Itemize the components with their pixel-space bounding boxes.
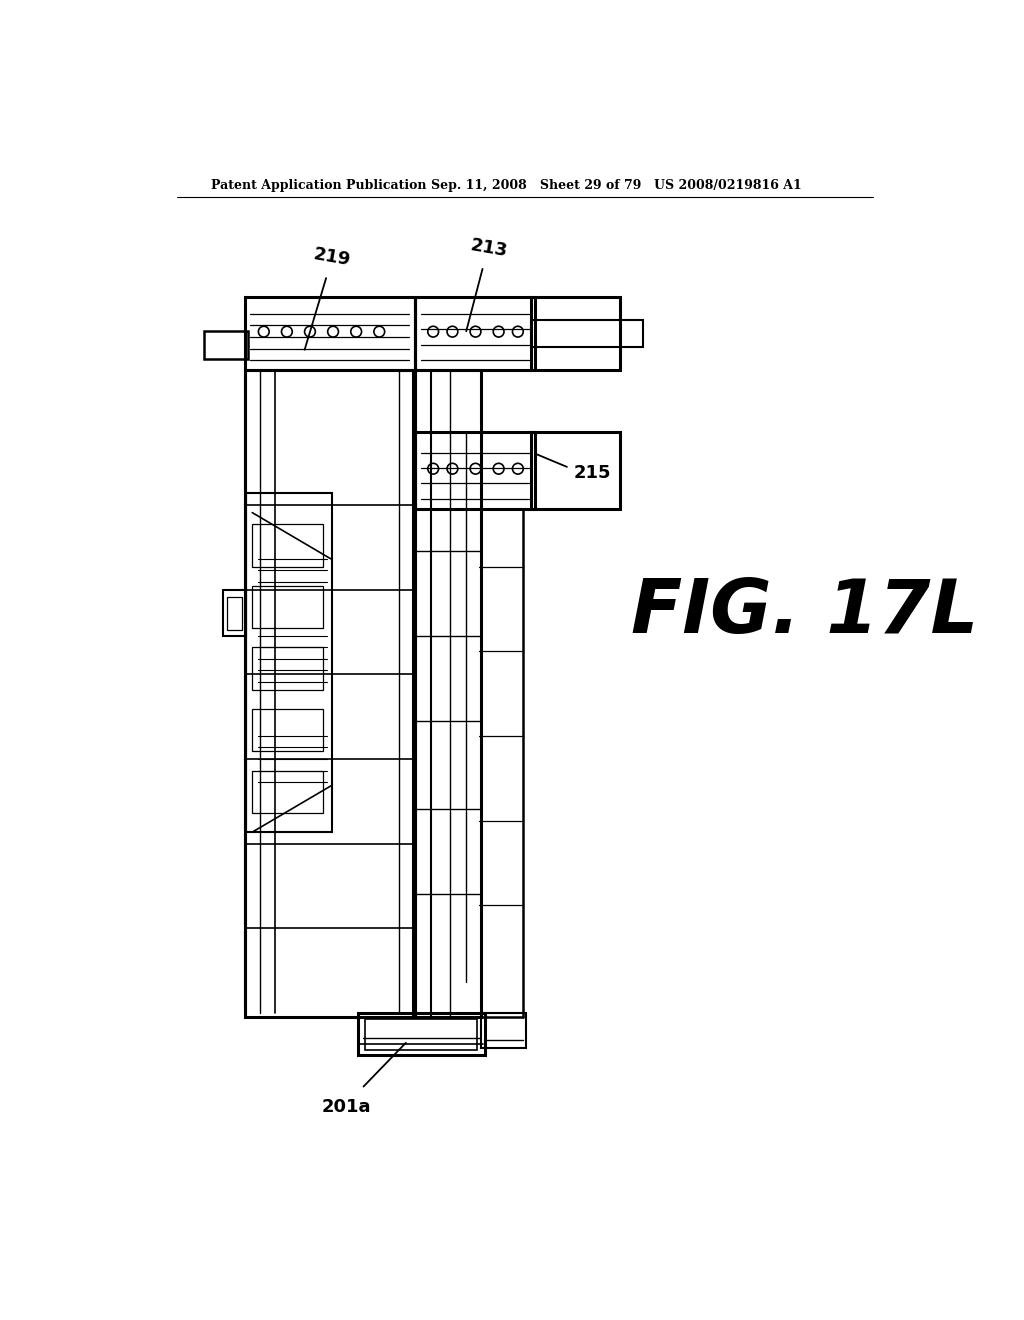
Text: FIG. 17L: FIG. 17L [631,577,978,649]
Text: 213: 213 [469,236,509,260]
Bar [416,297,535,370]
Bar [223,590,246,636]
Text: 201a: 201a [322,1098,371,1115]
Bar [531,432,620,508]
Bar [252,709,323,751]
Bar [245,297,416,370]
Bar [252,647,323,689]
Bar [531,321,643,347]
Text: Sep. 11, 2008   Sheet 29 of 79: Sep. 11, 2008 Sheet 29 of 79 [431,178,641,191]
Bar [366,1019,477,1051]
Bar [416,432,535,508]
Bar [252,771,323,813]
Bar [204,331,249,359]
Bar [226,597,243,630]
Text: 215: 215 [573,463,610,482]
Text: US 2008/0219816 A1: US 2008/0219816 A1 [654,178,802,191]
Bar [531,297,620,370]
Bar [246,494,333,832]
Text: Patent Application Publication: Patent Application Publication [211,178,427,191]
Text: 219: 219 [312,246,352,269]
Bar [252,586,323,628]
Bar [252,524,323,566]
Bar [357,1014,484,1056]
Bar [481,1014,525,1048]
Bar [245,370,416,1016]
Bar [413,370,481,1016]
